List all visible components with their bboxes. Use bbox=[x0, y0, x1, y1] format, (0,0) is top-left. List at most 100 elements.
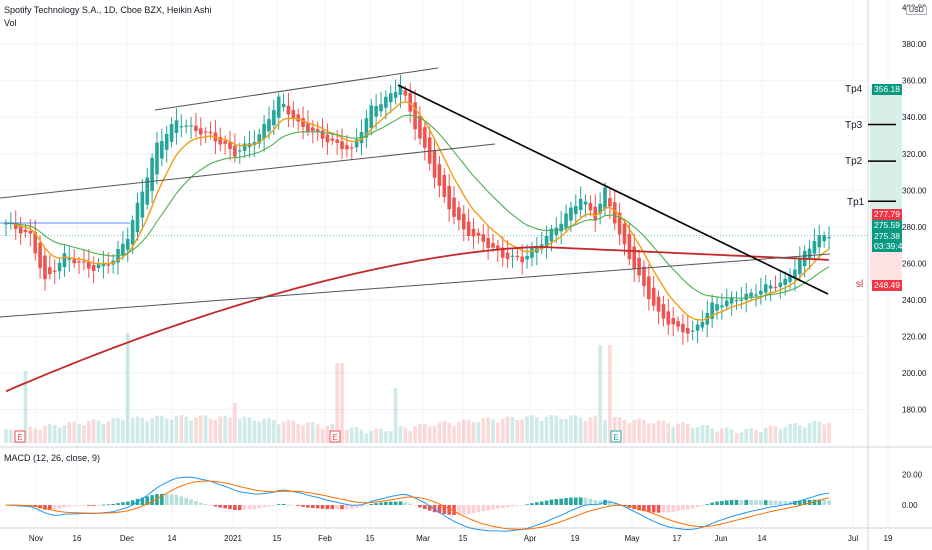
macd-histogram-bar bbox=[379, 502, 383, 505]
volume-bar bbox=[729, 428, 734, 443]
volume-bar bbox=[242, 416, 247, 443]
volume-bar bbox=[82, 425, 86, 443]
volume-bar bbox=[452, 426, 456, 443]
macd-histogram-bar bbox=[218, 505, 223, 508]
volume-bar bbox=[418, 423, 422, 443]
volume-bar bbox=[349, 427, 354, 443]
volume-bar bbox=[340, 363, 344, 443]
candle bbox=[218, 136, 223, 145]
candle bbox=[768, 285, 773, 289]
candle bbox=[349, 147, 354, 149]
candle bbox=[739, 299, 744, 301]
volume-bar bbox=[773, 426, 778, 443]
volume-bar bbox=[135, 416, 140, 443]
macd-histogram-bar bbox=[86, 505, 91, 506]
candle bbox=[432, 150, 437, 178]
volume-bar bbox=[164, 418, 169, 443]
countdown-badge: 03:39:48 bbox=[872, 241, 908, 252]
candle bbox=[408, 93, 413, 112]
price-tick-label: 340.00 bbox=[902, 113, 927, 122]
macd-histogram-bar bbox=[569, 497, 573, 505]
candle bbox=[778, 282, 783, 288]
tp1-label: Tp1 bbox=[847, 197, 865, 208]
macd-histogram-bar bbox=[121, 502, 125, 505]
candle bbox=[237, 150, 242, 152]
macd-pane bbox=[4, 476, 831, 532]
macd-histogram-bar bbox=[715, 501, 719, 505]
volume-bar bbox=[598, 345, 602, 443]
volume-bar bbox=[52, 424, 57, 443]
macd-histogram-bar bbox=[340, 505, 344, 510]
candle bbox=[447, 186, 451, 210]
macd-histogram-bar bbox=[403, 502, 408, 505]
volume-bar bbox=[754, 429, 758, 443]
macd-histogram-bar bbox=[744, 499, 749, 505]
volume-bar bbox=[583, 421, 588, 443]
volume-bar bbox=[335, 363, 339, 443]
price-tick-label: 180.00 bbox=[902, 406, 927, 415]
macd-histogram-bar bbox=[398, 501, 403, 505]
currency-label[interactable]: USD bbox=[906, 6, 927, 15]
volume-bar bbox=[481, 418, 486, 443]
macd-histogram-bar bbox=[145, 496, 150, 505]
time-tick-label: 19 bbox=[571, 534, 580, 543]
volume-bar bbox=[38, 429, 42, 443]
volume-bar bbox=[208, 418, 213, 443]
volume-bar bbox=[661, 420, 666, 443]
candle bbox=[530, 247, 534, 258]
candle bbox=[486, 237, 490, 248]
volume-bar bbox=[686, 423, 690, 443]
macd-histogram-bar bbox=[315, 505, 320, 509]
volume-bar bbox=[588, 417, 593, 443]
macd-histogram-bar bbox=[106, 504, 111, 506]
candle bbox=[559, 223, 563, 232]
candle bbox=[686, 328, 690, 334]
macd-histogram-bar bbox=[393, 501, 398, 505]
candle bbox=[4, 223, 8, 225]
macd-histogram-bar bbox=[535, 502, 539, 505]
volume-bar bbox=[554, 415, 559, 443]
candle bbox=[437, 164, 442, 186]
macd-histogram-bar bbox=[686, 505, 690, 510]
volume-bar bbox=[461, 419, 466, 443]
volume-bar bbox=[252, 420, 257, 443]
volume-bar bbox=[427, 426, 432, 443]
macd-histogram-bar bbox=[530, 503, 534, 505]
volume-bar bbox=[705, 425, 710, 443]
ema-fast-line bbox=[5, 100, 830, 321]
macd-histogram-bar bbox=[452, 505, 456, 516]
volume-bar bbox=[500, 418, 505, 443]
candle bbox=[301, 118, 305, 128]
time-tick-label: Apr bbox=[524, 534, 537, 543]
macd-histogram-bar bbox=[705, 504, 710, 505]
candle bbox=[681, 323, 685, 333]
volume-bar bbox=[603, 420, 607, 443]
volume-bar bbox=[510, 416, 515, 443]
macd-histogram-bar bbox=[559, 498, 563, 505]
candle bbox=[77, 261, 81, 263]
macd-label: MACD (12, 26, close, 9) bbox=[4, 453, 101, 463]
candle bbox=[121, 243, 125, 256]
candle bbox=[140, 191, 145, 218]
candle bbox=[544, 235, 549, 247]
volume-bar bbox=[525, 416, 529, 443]
macd-histogram-bar bbox=[413, 505, 417, 506]
macd-histogram-bar bbox=[476, 505, 481, 513]
price-tick-label: 380.00 bbox=[902, 40, 927, 49]
earnings-marker bbox=[329, 430, 341, 443]
volume-bar bbox=[549, 415, 554, 443]
candle bbox=[510, 255, 515, 257]
volume-bar bbox=[578, 417, 583, 443]
volume-bar bbox=[491, 419, 495, 443]
volume-bar bbox=[739, 432, 744, 443]
time-tick-label: 14 bbox=[168, 534, 177, 543]
macd-histogram-bar bbox=[690, 505, 695, 509]
price-tick-label: 280.00 bbox=[902, 223, 927, 232]
volume-bar bbox=[257, 421, 262, 443]
price-axis: 180.00 200.00 220.00 240.00 260.00 280.00 300.… bbox=[902, 4, 927, 510]
candle bbox=[374, 106, 378, 117]
macd-line bbox=[6, 476, 830, 532]
macd-histogram-bar bbox=[554, 499, 559, 505]
volume-bar bbox=[23, 371, 28, 443]
